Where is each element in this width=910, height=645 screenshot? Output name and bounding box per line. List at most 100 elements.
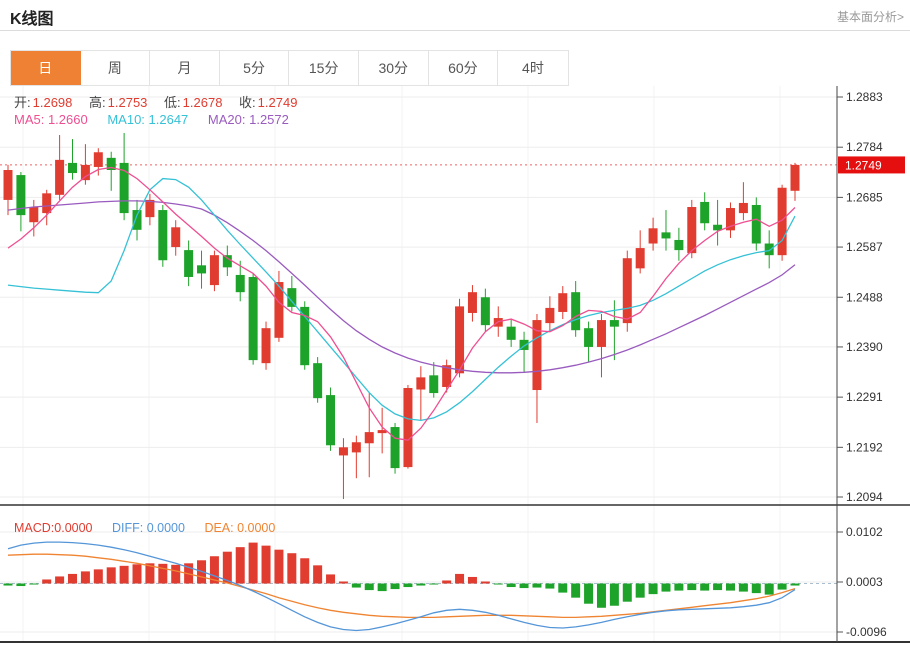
macd-bar — [248, 542, 258, 584]
candle-body — [235, 274, 245, 293]
macd-bar — [584, 583, 594, 604]
candle-body — [55, 159, 65, 195]
candle-body — [3, 170, 13, 200]
macd-bar — [790, 583, 800, 586]
open-label: 开: — [14, 95, 31, 110]
macd-bar — [80, 571, 90, 584]
macd-bar — [68, 573, 78, 584]
macd-bar — [235, 547, 245, 584]
low-label: 低: — [164, 95, 181, 110]
tab-30min[interactable]: 30分 — [359, 51, 429, 85]
macd-bar — [16, 583, 26, 587]
macd-bar — [558, 583, 568, 593]
dea-value: DEA: 0.0000 — [204, 521, 276, 535]
candle-body — [596, 320, 606, 347]
macd-bar — [390, 583, 400, 590]
candle-body — [248, 276, 258, 361]
candle-body — [687, 207, 697, 254]
candle-body — [80, 164, 90, 181]
candle-body — [42, 193, 52, 214]
macd-bar — [687, 583, 697, 591]
macd-bar — [3, 583, 13, 586]
candle-body — [158, 210, 168, 261]
candle-body — [390, 427, 400, 469]
candle-body — [197, 265, 207, 274]
candle-body — [261, 328, 271, 364]
diff-line — [7, 541, 796, 632]
candle-body — [764, 243, 774, 256]
candle-body — [16, 175, 26, 216]
candle-body — [351, 442, 361, 453]
macd-bar — [158, 563, 168, 584]
macd-bar — [377, 583, 387, 592]
macd-bar — [287, 553, 297, 584]
open-value: 1.2698 — [32, 95, 73, 110]
ma5-line — [7, 166, 796, 441]
header-divider — [0, 30, 910, 31]
macd-bar — [429, 583, 439, 585]
tab-60min[interactable]: 60分 — [429, 51, 499, 85]
low-value: 1.2678 — [182, 95, 223, 110]
kline-chart[interactable]: 1.2883 1.2784 1.2685 1.2587 1.2488 1.2390 1.22… — [0, 86, 910, 645]
tab-week[interactable]: 周 — [81, 51, 151, 85]
candle-body — [106, 157, 116, 171]
candle-body — [171, 227, 181, 248]
macd-legend: MACD:0.0000 DIFF: 0.0000 DEA: 0.0000 — [14, 521, 291, 535]
candle-body — [751, 204, 761, 244]
macd-bar — [416, 583, 426, 586]
macd-value: MACD:0.0000 — [14, 521, 93, 535]
candle-body — [274, 282, 284, 338]
candle-body — [403, 388, 413, 468]
candle-body — [455, 306, 465, 374]
macd-bar — [261, 545, 271, 584]
tab-4hour[interactable]: 4时 — [522, 60, 544, 76]
candle-body — [519, 339, 529, 350]
candle-body — [700, 201, 710, 224]
tab-month[interactable]: 月 — [150, 51, 220, 85]
candle-body — [467, 292, 477, 313]
candle-body — [661, 232, 671, 239]
macd-bar — [725, 583, 735, 591]
macd-bar — [42, 579, 52, 584]
candle-body — [532, 320, 542, 391]
candle-body — [287, 288, 297, 307]
last-price-tag-value: 1.2749 — [845, 158, 882, 172]
ma5-value: MA5: 1.2660 — [14, 112, 88, 127]
macd-bar — [700, 583, 710, 591]
macd-bar — [674, 583, 684, 591]
macd-bar — [222, 551, 232, 584]
tab-day[interactable]: 日 — [11, 51, 81, 85]
macd-bar — [106, 567, 116, 584]
macd-bar — [326, 574, 336, 584]
macd-bar — [351, 583, 361, 588]
macd-bar — [274, 549, 284, 584]
fundamental-analysis-link[interactable]: 基本面分析> — [836, 10, 904, 24]
macd-bar — [338, 581, 348, 584]
tab-5min[interactable]: 5分 — [220, 51, 290, 85]
y-axis-label: 0.0003 — [846, 575, 883, 589]
y-axis-label: 1.2488 — [846, 290, 883, 304]
macd-bar — [145, 563, 155, 584]
macd-bar — [635, 583, 645, 598]
y-axis-label: 1.2094 — [846, 490, 883, 504]
candle-body — [326, 395, 336, 446]
page-title: K线图 — [10, 11, 54, 28]
candle-body — [364, 432, 374, 444]
candle-body — [777, 187, 787, 256]
tab-15min[interactable]: 15分 — [289, 51, 359, 85]
macd-bar — [506, 583, 516, 588]
high-value: 1.2753 — [107, 95, 148, 110]
y-axis-label: 1.2192 — [846, 440, 883, 454]
candle-body — [209, 255, 219, 286]
ma10-value: MA10: 1.2647 — [107, 112, 189, 127]
candle-body — [571, 292, 581, 331]
candle-body — [184, 250, 194, 277]
diff-value: DIFF: 0.0000 — [112, 521, 185, 535]
candle-body — [480, 297, 490, 326]
macd-bar — [29, 583, 39, 585]
macd-bar — [648, 583, 658, 595]
candle-body — [93, 152, 103, 167]
candle-body — [635, 248, 645, 269]
period-tabs: 日周月 5分 15分 30分 60分 4时 — [10, 50, 569, 86]
